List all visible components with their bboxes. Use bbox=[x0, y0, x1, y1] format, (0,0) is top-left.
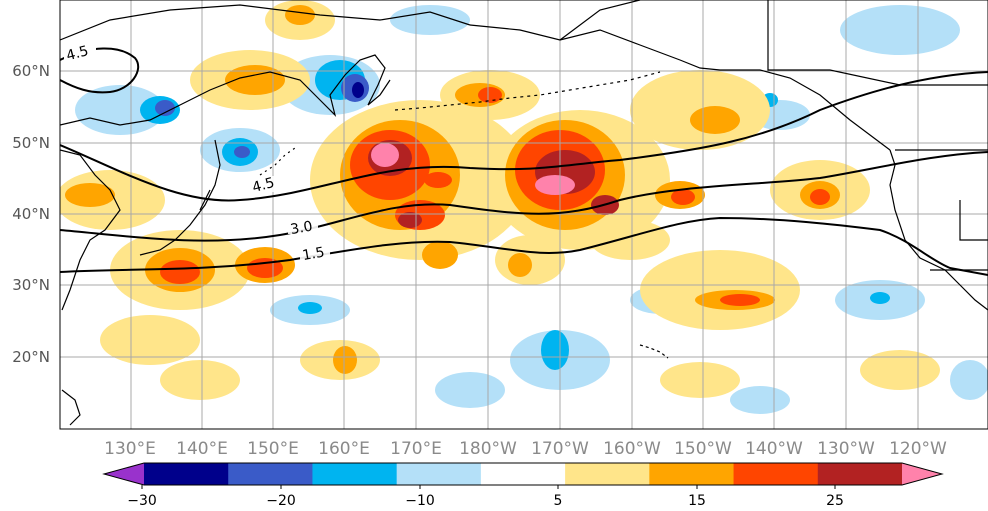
colorbar-tick-labels: −30 −20 −10 5 15 25 bbox=[127, 493, 844, 509]
colorbar-bin bbox=[817, 463, 903, 485]
contour-label: 1.5 bbox=[301, 244, 326, 264]
lon-label: 160°W bbox=[603, 439, 661, 459]
coastlines bbox=[60, 0, 988, 426]
lat-label: 20°N bbox=[12, 348, 50, 366]
colorbar-bin bbox=[480, 463, 566, 485]
colorbar-bin bbox=[144, 463, 229, 485]
colorbar-tick-label: −20 bbox=[266, 493, 296, 509]
colorbar-tick-label: 5 bbox=[554, 493, 563, 509]
lat-label: 60°N bbox=[12, 62, 50, 80]
contour-labels: 4.5 4.5 3.0 1.5 bbox=[64, 43, 330, 264]
map-frame bbox=[59, 0, 988, 430]
longitude-labels: 130°E 140°E 150°E 160°E 170°E 180°W 170°… bbox=[104, 439, 947, 459]
contour-label: 3.0 bbox=[289, 218, 314, 238]
contour-line bbox=[60, 216, 988, 276]
lon-label: 170°W bbox=[531, 439, 589, 459]
colorbar bbox=[102, 462, 944, 489]
lon-label: 180°W bbox=[459, 439, 517, 459]
colorbar-bin bbox=[565, 463, 650, 485]
lon-label: 170°E bbox=[390, 439, 442, 459]
latitude-labels: 60°N 50°N 40°N 30°N 20°N bbox=[12, 62, 50, 366]
colorbar-tick-label: 15 bbox=[688, 493, 706, 509]
lon-label: 140°E bbox=[176, 439, 228, 459]
colorbar-bin bbox=[312, 463, 398, 485]
contour-line bbox=[60, 71, 988, 202]
contour-label: 4.5 bbox=[65, 43, 91, 64]
contour-label: 4.5 bbox=[251, 175, 277, 196]
lat-label: 30°N bbox=[12, 276, 50, 294]
lon-label: 160°E bbox=[318, 439, 370, 459]
colorbar-outline bbox=[102, 462, 944, 486]
colorbar-tick-label: −30 bbox=[127, 493, 157, 509]
colorbar-bin bbox=[649, 463, 735, 485]
lon-label: 140°W bbox=[745, 439, 803, 459]
colorbar-bin bbox=[396, 463, 482, 485]
colorbar-tick-label: 25 bbox=[826, 493, 844, 509]
colorbar-bin bbox=[228, 463, 313, 485]
lon-label: 150°E bbox=[247, 439, 299, 459]
lat-label: 40°N bbox=[12, 205, 50, 223]
lon-label: 150°W bbox=[674, 439, 732, 459]
lon-label: 130°W bbox=[817, 439, 875, 459]
colorbar-extend-high bbox=[902, 463, 942, 485]
lat-label: 50°N bbox=[12, 134, 50, 152]
colorbar-bin bbox=[733, 463, 819, 485]
lon-label: 130°E bbox=[104, 439, 156, 459]
colorbar-extend-low bbox=[104, 463, 144, 485]
contour-line bbox=[60, 47, 140, 94]
lon-label: 120°W bbox=[889, 439, 947, 459]
contour-lines bbox=[60, 47, 988, 276]
colorbar-tick-label: −10 bbox=[405, 493, 435, 509]
contour-line bbox=[60, 151, 988, 242]
